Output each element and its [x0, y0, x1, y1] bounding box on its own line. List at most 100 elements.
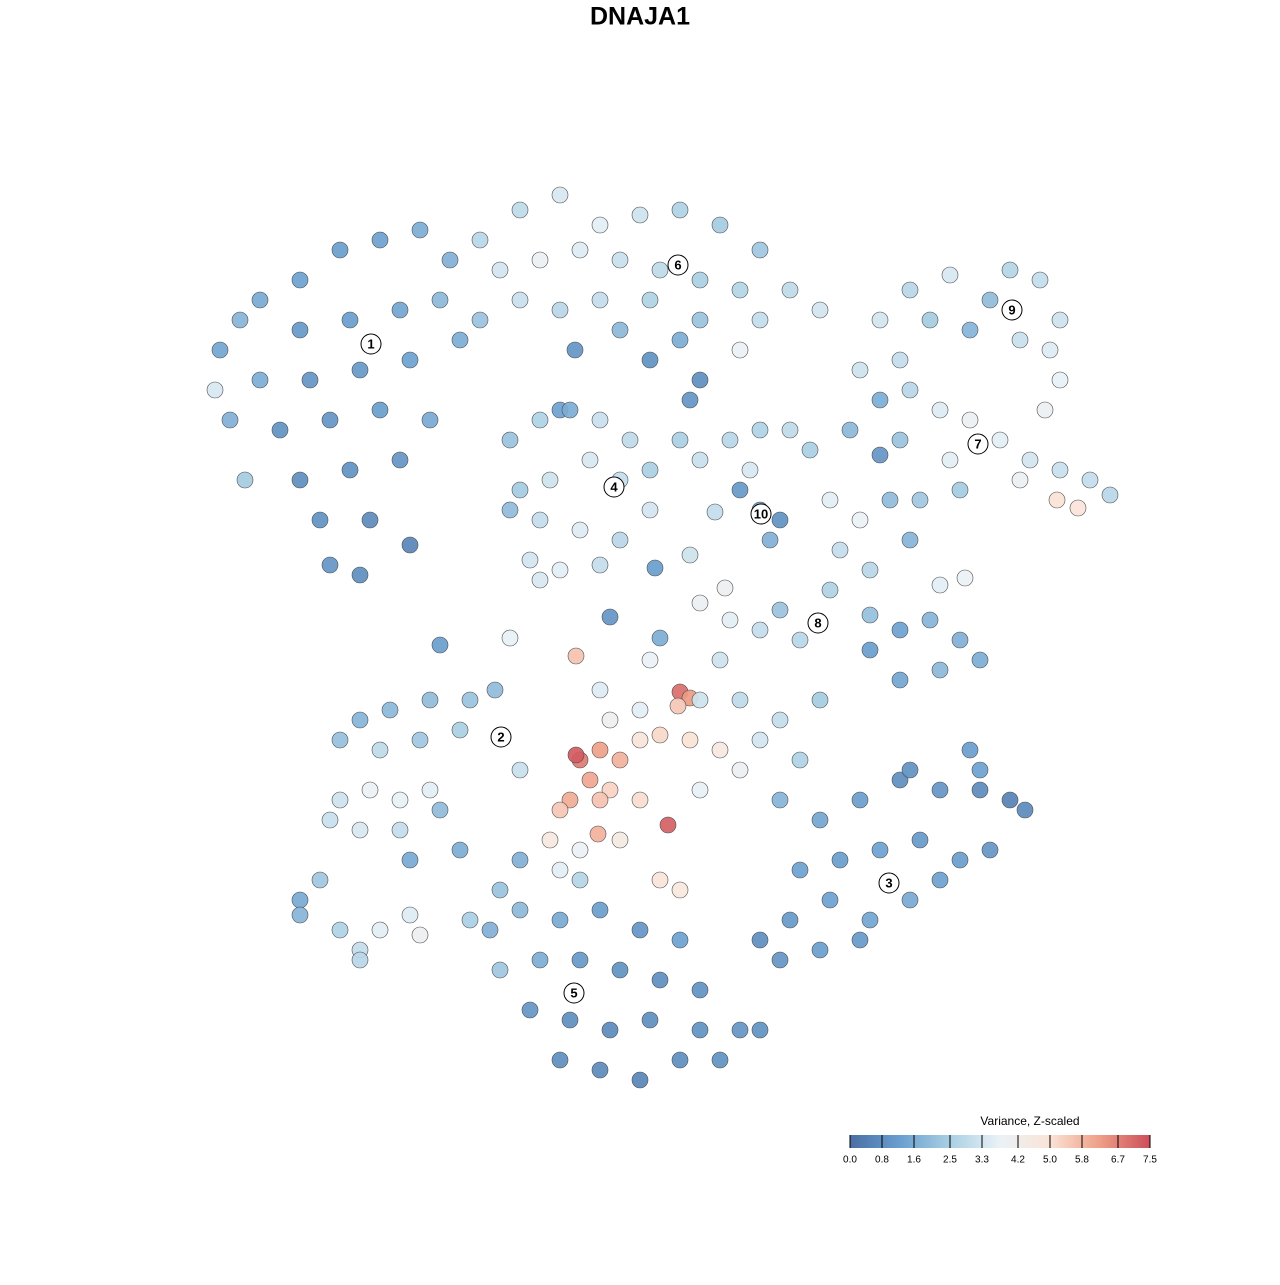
point	[561, 1011, 579, 1029]
point	[671, 931, 689, 949]
point	[951, 481, 969, 499]
point	[311, 511, 329, 529]
point	[821, 581, 839, 599]
cluster-badge	[360, 333, 382, 355]
point	[706, 503, 724, 521]
point	[521, 551, 539, 569]
point	[741, 461, 759, 479]
point	[811, 301, 829, 319]
point	[471, 311, 489, 329]
point	[591, 681, 609, 699]
point	[851, 361, 869, 379]
point	[486, 681, 504, 699]
point	[851, 931, 869, 949]
point	[371, 921, 389, 939]
point	[931, 781, 949, 799]
point	[631, 731, 649, 749]
point	[351, 821, 369, 839]
point	[1051, 311, 1069, 329]
point	[611, 961, 629, 979]
point	[961, 321, 979, 339]
colorbar-tick-label: 3.3	[975, 1155, 989, 1166]
point	[1051, 371, 1069, 389]
point	[331, 921, 349, 939]
point	[931, 661, 949, 679]
point	[961, 741, 979, 759]
point	[601, 711, 619, 729]
point	[1021, 451, 1039, 469]
point	[641, 291, 659, 309]
point	[721, 431, 739, 449]
point	[791, 631, 809, 649]
point	[871, 446, 889, 464]
point	[751, 241, 769, 259]
colorbar-tick-label: 7.5	[1143, 1155, 1157, 1166]
point	[891, 351, 909, 369]
point	[751, 621, 769, 639]
point	[591, 901, 609, 919]
point	[651, 971, 669, 989]
point	[731, 341, 749, 359]
point	[691, 371, 709, 389]
cluster-label: 4	[610, 479, 618, 494]
point	[621, 431, 639, 449]
point	[251, 291, 269, 309]
chart-title: DNAJA1	[590, 3, 690, 31]
point	[671, 881, 689, 899]
point	[1011, 471, 1029, 489]
point	[911, 491, 929, 509]
point	[311, 871, 329, 889]
point	[471, 231, 489, 249]
point	[421, 411, 439, 429]
point	[971, 761, 989, 779]
point	[671, 331, 689, 349]
point	[1001, 261, 1019, 279]
colorbar-tick-label: 4.2	[1011, 1155, 1025, 1166]
point	[291, 906, 309, 924]
cluster-label: 8	[814, 615, 821, 630]
cluster-label: 6	[674, 257, 681, 272]
point	[821, 491, 839, 509]
point	[551, 561, 569, 579]
point	[591, 791, 609, 809]
point	[931, 401, 949, 419]
point	[711, 216, 729, 234]
point	[611, 531, 629, 549]
point	[381, 701, 399, 719]
points	[206, 186, 1119, 1089]
point	[401, 851, 419, 869]
point	[391, 821, 409, 839]
cluster-badge	[967, 433, 989, 455]
point	[1069, 499, 1087, 517]
point	[631, 921, 649, 939]
point	[871, 311, 889, 329]
point	[591, 556, 609, 574]
point	[941, 451, 959, 469]
point	[721, 611, 739, 629]
point	[751, 931, 769, 949]
colorbar-gradient	[850, 1135, 1150, 1148]
point	[531, 511, 549, 529]
point	[731, 691, 749, 709]
point	[681, 546, 699, 564]
point	[581, 451, 599, 469]
point	[751, 1021, 769, 1039]
point	[481, 921, 499, 939]
point	[531, 951, 549, 969]
point	[641, 461, 659, 479]
point	[631, 791, 649, 809]
point	[501, 501, 519, 519]
point	[971, 651, 989, 669]
point	[771, 711, 789, 729]
point	[441, 251, 459, 269]
point	[1051, 461, 1069, 479]
point	[591, 411, 609, 429]
point	[811, 691, 829, 709]
colorbar-title: Variance, Z-scaled	[980, 1114, 1079, 1128]
colorbar-tick-label: 1.6	[907, 1155, 921, 1166]
point	[391, 301, 409, 319]
point	[941, 266, 959, 284]
point	[511, 201, 529, 219]
point	[631, 206, 649, 224]
point	[691, 981, 709, 999]
